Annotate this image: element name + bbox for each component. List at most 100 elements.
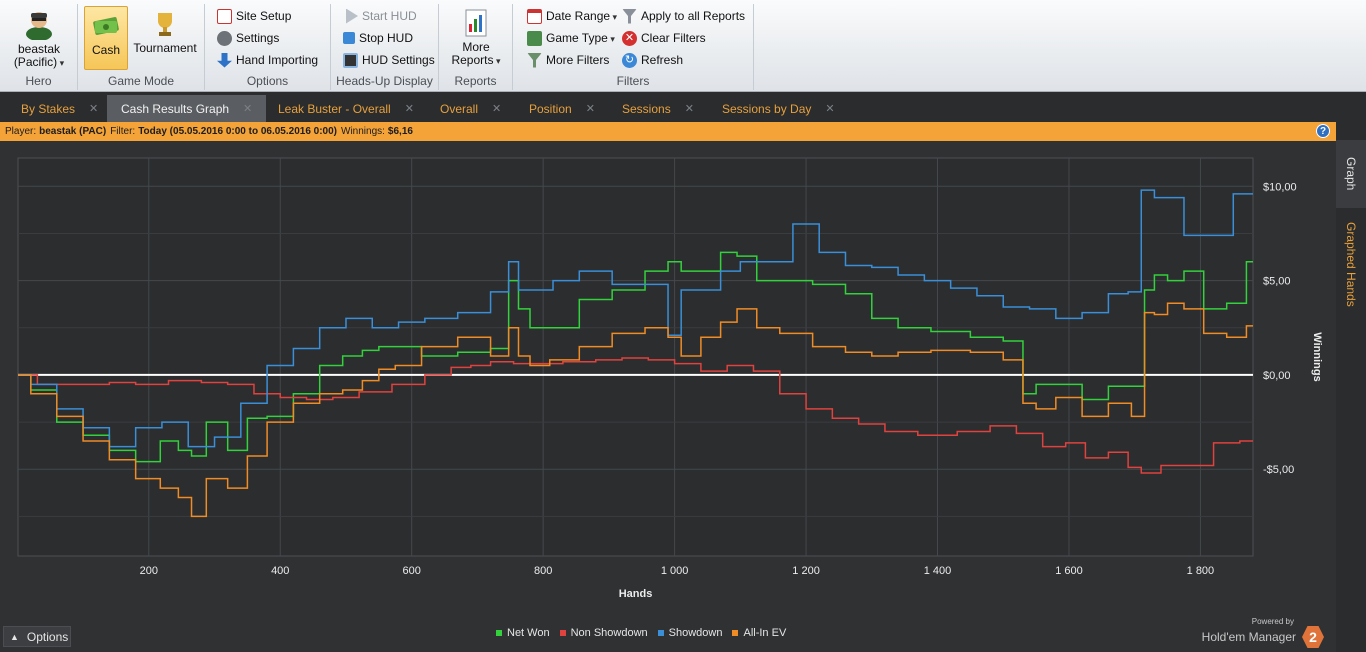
game-type-button[interactable]: Game Type bbox=[527, 28, 615, 48]
game-type-label: Game Type bbox=[546, 31, 615, 45]
date-range-button[interactable]: Date Range bbox=[527, 6, 617, 26]
tab-label: Overall bbox=[440, 101, 479, 116]
hand-importing-label: Hand Importing bbox=[236, 53, 319, 67]
play-icon bbox=[346, 8, 358, 24]
tab-sessions[interactable]: Sessions ✕ bbox=[608, 95, 708, 122]
date-range-label: Date Range bbox=[546, 9, 617, 23]
legend-item-all-in-ev[interactable]: All-In EV bbox=[732, 627, 786, 639]
close-icon[interactable]: ✕ bbox=[825, 103, 835, 115]
tab-label: Sessions bbox=[622, 101, 671, 116]
tab-label: Cash Results Graph bbox=[121, 101, 230, 116]
clear-filters-button[interactable]: ✕ Clear Filters bbox=[622, 28, 706, 48]
close-icon[interactable]: ✕ bbox=[243, 103, 253, 115]
winnings-label: Winnings: bbox=[341, 126, 385, 137]
more-reports-button[interactable]: More Reports bbox=[445, 6, 507, 68]
tab-leak-buster-overall[interactable]: Leak Buster - Overall ✕ bbox=[264, 95, 428, 122]
trophy-icon bbox=[158, 13, 172, 36]
legend-label: Net Won bbox=[507, 627, 550, 639]
options-button[interactable]: ▲ Options bbox=[3, 626, 71, 647]
x-tick-label: 1 200 bbox=[792, 565, 820, 577]
brand-logo-icon: 2 bbox=[1302, 626, 1324, 648]
side-tab-graphed-hands[interactable]: Graphed Hands bbox=[1344, 221, 1358, 307]
hand-importing-button[interactable]: Hand Importing bbox=[217, 50, 318, 70]
tab-overall[interactable]: Overall ✕ bbox=[426, 95, 515, 122]
close-icon[interactable]: ✕ bbox=[89, 103, 99, 115]
x-axis-title: Hands bbox=[619, 588, 653, 600]
results-chart: 200 400 600 800 1 000 1 200 1 400 1 600 1 800 $1… bbox=[17, 157, 1323, 600]
legend-label: Non Showdown bbox=[570, 627, 648, 639]
game-mode-group: Cash Tournament Game Mode bbox=[78, 4, 205, 90]
legend-swatch bbox=[496, 630, 502, 636]
tab-by-stakes[interactable]: By Stakes ✕ bbox=[7, 95, 112, 122]
stop-icon bbox=[343, 32, 355, 44]
legend-swatch bbox=[657, 630, 664, 636]
group-label-hero: Hero bbox=[25, 74, 52, 88]
help-icon[interactable]: ? bbox=[1316, 124, 1330, 138]
close-icon[interactable]: ✕ bbox=[684, 103, 694, 115]
legend-label: Showdown bbox=[668, 627, 723, 639]
close-icon[interactable]: ✕ bbox=[585, 103, 595, 115]
hero-button[interactable]: beastak (Pacific) bbox=[6, 6, 72, 70]
game-type-icon bbox=[527, 30, 542, 46]
settings-button[interactable]: Settings bbox=[217, 28, 279, 48]
tab-position[interactable]: Position ✕ bbox=[515, 95, 609, 122]
close-icon[interactable]: ✕ bbox=[404, 103, 414, 115]
report-tabs: By Stakes ✕ Cash Results Graph ✕ Leak Bust… bbox=[0, 92, 1366, 122]
series-line-showdown bbox=[18, 189, 1253, 448]
stop-hud-button[interactable]: Stop HUD bbox=[343, 28, 413, 48]
site-setup-label: Site Setup bbox=[236, 9, 292, 23]
close-icon[interactable]: ✕ bbox=[492, 103, 502, 115]
legend-swatch bbox=[732, 630, 739, 636]
tab-sessions-by-day[interactable]: Sessions by Day ✕ bbox=[708, 95, 849, 122]
legend-item-net-won[interactable]: Net Won bbox=[496, 627, 550, 639]
y-tick-label: -$5,00 bbox=[1263, 464, 1294, 476]
legend-swatch bbox=[559, 630, 566, 636]
start-hud-button[interactable]: Start HUD bbox=[343, 6, 417, 26]
hud-group: Start HUD Stop HUD HUD Settings Heads-Up… bbox=[331, 4, 439, 90]
clear-x-icon: ✕ bbox=[622, 30, 637, 46]
apply-all-reports-button[interactable]: Apply to all Reports bbox=[622, 6, 745, 26]
side-tab-graph[interactable]: Graph bbox=[1336, 140, 1366, 208]
more-reports-line1: More bbox=[462, 40, 490, 54]
cash-label: Cash bbox=[91, 43, 120, 57]
branding: Powered by Hold'em Manager 2 bbox=[1202, 617, 1324, 648]
x-tick-label: 1 800 bbox=[1187, 565, 1215, 577]
hero-name: beastak bbox=[17, 42, 61, 56]
tournament-button[interactable]: Tournament bbox=[130, 6, 200, 55]
import-arrow-icon bbox=[217, 52, 232, 68]
y-tick-label: $10,00 bbox=[1263, 181, 1297, 193]
options-group: Site Setup Settings Hand Importing Optio… bbox=[205, 4, 331, 90]
cash-button[interactable]: Cash bbox=[84, 6, 128, 70]
tab-cash-results-graph[interactable]: Cash Results Graph ✕ bbox=[107, 95, 267, 122]
group-label-options: Options bbox=[246, 74, 289, 88]
legend-item-showdown[interactable]: Showdown bbox=[657, 627, 723, 639]
reports-icon bbox=[465, 9, 487, 37]
more-filters-label: More Filters bbox=[546, 53, 610, 67]
legend-item-non-showdown[interactable]: Non Showdown bbox=[559, 627, 648, 639]
more-reports-line2: Reports bbox=[445, 54, 507, 68]
group-label-reports: Reports bbox=[454, 74, 497, 88]
refresh-button[interactable]: ↻ Refresh bbox=[622, 50, 683, 70]
apply-filter-icon bbox=[622, 8, 637, 24]
y-tick-label: $0,00 bbox=[1263, 370, 1291, 382]
player-label: Player: bbox=[5, 126, 37, 137]
group-label-game-mode: Game Mode bbox=[107, 74, 175, 88]
cash-icon bbox=[93, 17, 119, 35]
gear-icon bbox=[217, 30, 232, 46]
plot-area bbox=[17, 157, 1254, 557]
calendar-icon bbox=[527, 8, 542, 24]
more-filters-button[interactable]: More Filters bbox=[527, 50, 609, 70]
refresh-icon: ↻ bbox=[622, 52, 637, 68]
settings-label: Settings bbox=[236, 31, 280, 45]
site-setup-button[interactable]: Site Setup bbox=[217, 6, 291, 26]
hero-site: (Pacific) bbox=[6, 56, 72, 70]
winnings-value: $6,16 bbox=[387, 126, 413, 137]
ribbon-toolbar: beastak (Pacific) Hero Cash Tournament G… bbox=[0, 0, 1366, 92]
legend-label: All-In EV bbox=[743, 627, 787, 639]
hud-settings-button[interactable]: HUD Settings bbox=[343, 50, 435, 70]
side-tabs: Graph Graphed Hands bbox=[1336, 122, 1366, 652]
stop-hud-label: Stop HUD bbox=[359, 31, 414, 45]
site-setup-icon bbox=[217, 8, 232, 24]
x-tick-label: 1 400 bbox=[924, 565, 952, 577]
series-line-all-in-ev bbox=[18, 302, 1253, 518]
